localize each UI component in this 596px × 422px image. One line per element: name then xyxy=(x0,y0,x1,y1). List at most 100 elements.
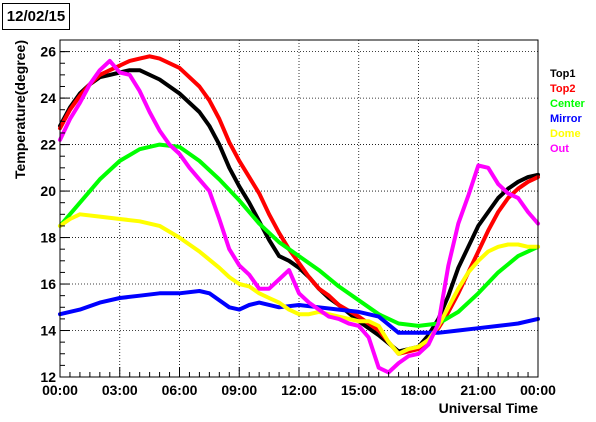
data-point xyxy=(247,175,251,179)
data-point xyxy=(138,89,142,93)
data-point xyxy=(496,182,500,186)
data-point xyxy=(397,361,401,365)
data-point xyxy=(506,191,510,195)
data-point xyxy=(466,245,470,249)
data-point xyxy=(426,342,431,347)
data-point xyxy=(197,159,201,163)
data-point xyxy=(237,308,241,312)
series-center xyxy=(58,142,540,328)
data-point xyxy=(68,217,72,221)
data-point xyxy=(297,303,301,307)
data-point xyxy=(516,321,520,326)
x-axis-label: Universal Time xyxy=(439,400,539,416)
data-point xyxy=(68,117,72,121)
data-point xyxy=(277,301,281,305)
data-point xyxy=(177,152,182,156)
data-point xyxy=(207,98,211,102)
data-point xyxy=(98,215,102,219)
series-mirror xyxy=(58,289,540,335)
data-point xyxy=(277,305,281,309)
data-point xyxy=(108,59,112,63)
data-point xyxy=(148,110,152,114)
legend-entry-top1: Top1 xyxy=(550,68,576,80)
y-tick-label: 12 xyxy=(40,369,56,385)
x-tick-label: 00:00 xyxy=(520,382,556,398)
y-tick-label: 14 xyxy=(40,323,56,339)
data-point xyxy=(387,340,391,344)
data-point xyxy=(217,217,221,221)
series-line-mirror xyxy=(58,289,540,335)
data-point xyxy=(416,324,421,328)
data-point xyxy=(516,254,520,258)
data-point xyxy=(257,287,261,291)
data-point xyxy=(197,110,201,114)
data-point xyxy=(247,273,251,277)
data-point xyxy=(207,189,211,193)
y-tick-label: 18 xyxy=(40,230,56,246)
data-point xyxy=(128,59,132,63)
data-point xyxy=(207,291,211,295)
data-point xyxy=(496,210,500,214)
data-point xyxy=(267,212,271,216)
data-point xyxy=(486,229,490,233)
data-point xyxy=(516,242,520,247)
data-point xyxy=(177,91,182,96)
x-tick-label: 12:00 xyxy=(281,382,317,398)
data-point xyxy=(217,117,221,121)
data-point xyxy=(317,268,321,272)
data-point xyxy=(217,298,221,302)
data-point xyxy=(367,319,371,323)
data-point xyxy=(357,298,361,302)
data-point xyxy=(516,180,520,184)
data-point xyxy=(357,315,361,319)
data-point xyxy=(486,249,490,254)
x-tick-label: 00:00 xyxy=(42,382,78,398)
data-point xyxy=(506,187,510,191)
data-point xyxy=(78,212,82,216)
data-point xyxy=(257,222,261,226)
x-tick-label: 21:00 xyxy=(460,382,496,398)
data-point xyxy=(118,70,122,75)
data-point xyxy=(207,124,211,128)
data-point xyxy=(158,129,162,133)
data-point xyxy=(177,236,182,240)
axis-layer: 00:00 03:00 06:00 09:00 12:00 15:00 18:00 21:00… xyxy=(40,39,556,398)
data-point xyxy=(506,196,510,200)
data-point xyxy=(277,240,281,244)
y-tick-label: 22 xyxy=(40,137,56,153)
legend-entry-dome: Dome xyxy=(550,128,581,140)
data-point xyxy=(138,294,142,298)
data-point xyxy=(397,331,401,335)
data-point xyxy=(317,308,321,312)
data-point xyxy=(496,245,500,249)
data-point xyxy=(476,224,480,228)
data-point xyxy=(357,324,361,328)
data-point xyxy=(237,184,241,188)
data-point xyxy=(456,310,460,314)
data-point xyxy=(217,266,221,270)
data-point xyxy=(197,289,201,293)
data-point xyxy=(297,312,301,316)
data-point xyxy=(526,175,530,179)
data-point xyxy=(138,147,142,151)
data-point xyxy=(476,163,480,168)
data-point xyxy=(167,143,172,147)
data-point xyxy=(416,352,421,356)
data-point xyxy=(436,321,440,326)
data-point xyxy=(217,143,221,147)
data-point xyxy=(227,247,231,251)
data-point xyxy=(148,54,152,58)
data-point xyxy=(446,263,450,267)
chart-title-box: 12/02/15 xyxy=(2,3,70,30)
legend-entry-top2: Top2 xyxy=(550,83,576,95)
data-point xyxy=(257,191,261,195)
x-tick-label: 09:00 xyxy=(221,382,257,398)
data-point xyxy=(297,261,301,265)
data-point xyxy=(327,294,331,298)
data-point xyxy=(456,328,460,333)
data-point xyxy=(187,166,192,170)
data-point xyxy=(177,145,182,149)
data-point xyxy=(98,177,102,181)
data-point xyxy=(406,354,411,358)
data-point xyxy=(456,266,460,270)
